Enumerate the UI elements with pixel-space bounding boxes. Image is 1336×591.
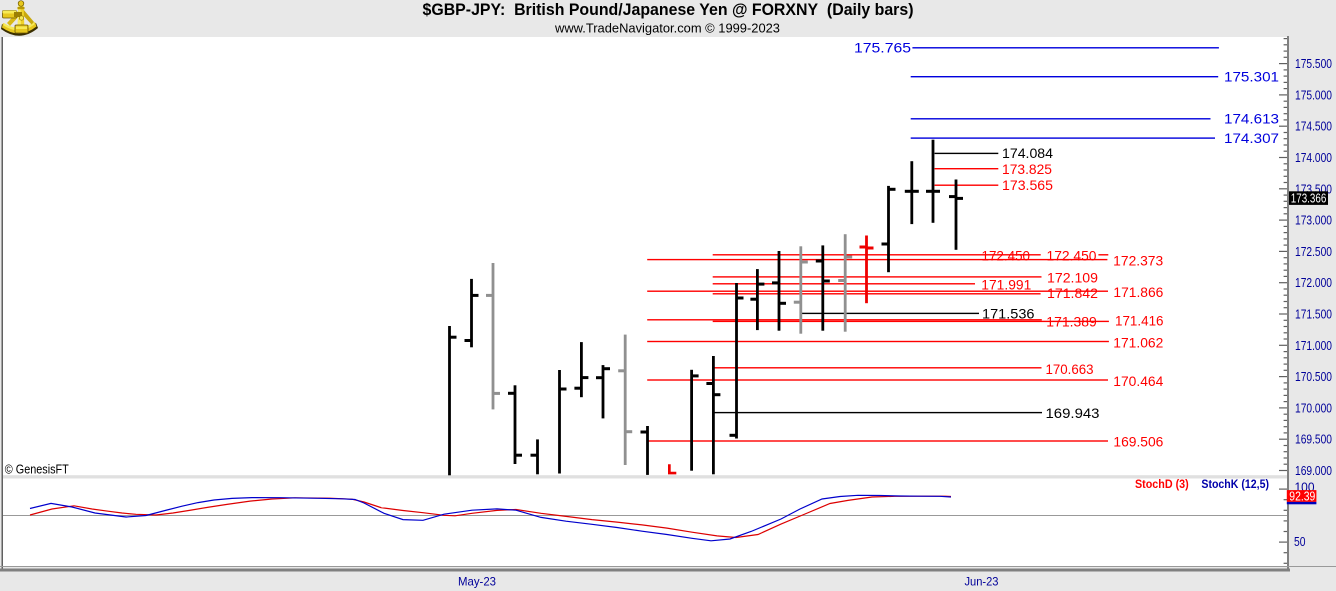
svg-text:170.000: 170.000 <box>1295 400 1332 415</box>
svg-text:171.416: 171.416 <box>1115 314 1164 329</box>
svg-text:170.500: 170.500 <box>1295 369 1332 384</box>
svg-text:169.000: 169.000 <box>1295 463 1332 478</box>
svg-text:171.062: 171.062 <box>1113 336 1163 351</box>
svg-text:Jun-23: Jun-23 <box>965 575 999 589</box>
svg-text:173.366: 173.366 <box>1291 190 1327 205</box>
svg-text:174.307: 174.307 <box>1224 130 1279 146</box>
svg-text:171.866: 171.866 <box>1113 285 1163 300</box>
svg-text:50: 50 <box>1294 534 1306 549</box>
svg-text:172.500: 172.500 <box>1295 244 1332 259</box>
svg-text:www.TradeNavigator.com © 1999-: www.TradeNavigator.com © 1999-2023 <box>554 21 780 36</box>
svg-text:175.500: 175.500 <box>1295 56 1332 71</box>
svg-text:171.500: 171.500 <box>1295 307 1332 322</box>
svg-text:171.000: 171.000 <box>1295 338 1332 353</box>
svg-text:175.301: 175.301 <box>1224 69 1279 85</box>
svg-text:172.450: 172.450 <box>1047 248 1097 263</box>
svg-text:173.000: 173.000 <box>1295 213 1332 228</box>
svg-text:174.000: 174.000 <box>1295 150 1332 165</box>
svg-text:175.000: 175.000 <box>1295 87 1332 102</box>
svg-text:169.506: 169.506 <box>1113 434 1163 449</box>
svg-text:171.389: 171.389 <box>1046 315 1097 330</box>
svg-text:174.613: 174.613 <box>1224 111 1279 127</box>
svg-text:172.373: 172.373 <box>1113 254 1163 269</box>
svg-text:169.943: 169.943 <box>1046 406 1100 421</box>
svg-text:174.500: 174.500 <box>1295 119 1332 134</box>
svg-text:© GenesisFT: © GenesisFT <box>5 462 69 476</box>
svg-text:172.450: 172.450 <box>982 248 1031 263</box>
svg-text:173.825: 173.825 <box>1002 162 1052 177</box>
svg-text:175.765: 175.765 <box>854 40 911 56</box>
svg-text:172.000: 172.000 <box>1295 275 1332 290</box>
svg-text:172.109: 172.109 <box>1047 271 1098 286</box>
svg-text:May-23: May-23 <box>458 575 496 589</box>
svg-text:92.39: 92.39 <box>1289 489 1315 503</box>
svg-text:StochK (12,5): StochK (12,5) <box>1201 479 1269 491</box>
svg-text:171.536: 171.536 <box>982 307 1035 322</box>
svg-text:170.464: 170.464 <box>1113 374 1163 389</box>
svg-text:171.991: 171.991 <box>981 277 1031 292</box>
svg-text:169.500: 169.500 <box>1295 432 1332 447</box>
svg-text:StochD (3): StochD (3) <box>1135 479 1189 491</box>
svg-text:173.565: 173.565 <box>1002 178 1053 193</box>
svg-text:174.084: 174.084 <box>1002 146 1054 161</box>
svg-text:170.663: 170.663 <box>1046 362 1094 377</box>
svg-text:$GBP-JPY: British Pound/Japan: $GBP-JPY: British Pound/Japanese Yen @ F… <box>423 1 914 19</box>
svg-text:171.842: 171.842 <box>1047 286 1098 301</box>
